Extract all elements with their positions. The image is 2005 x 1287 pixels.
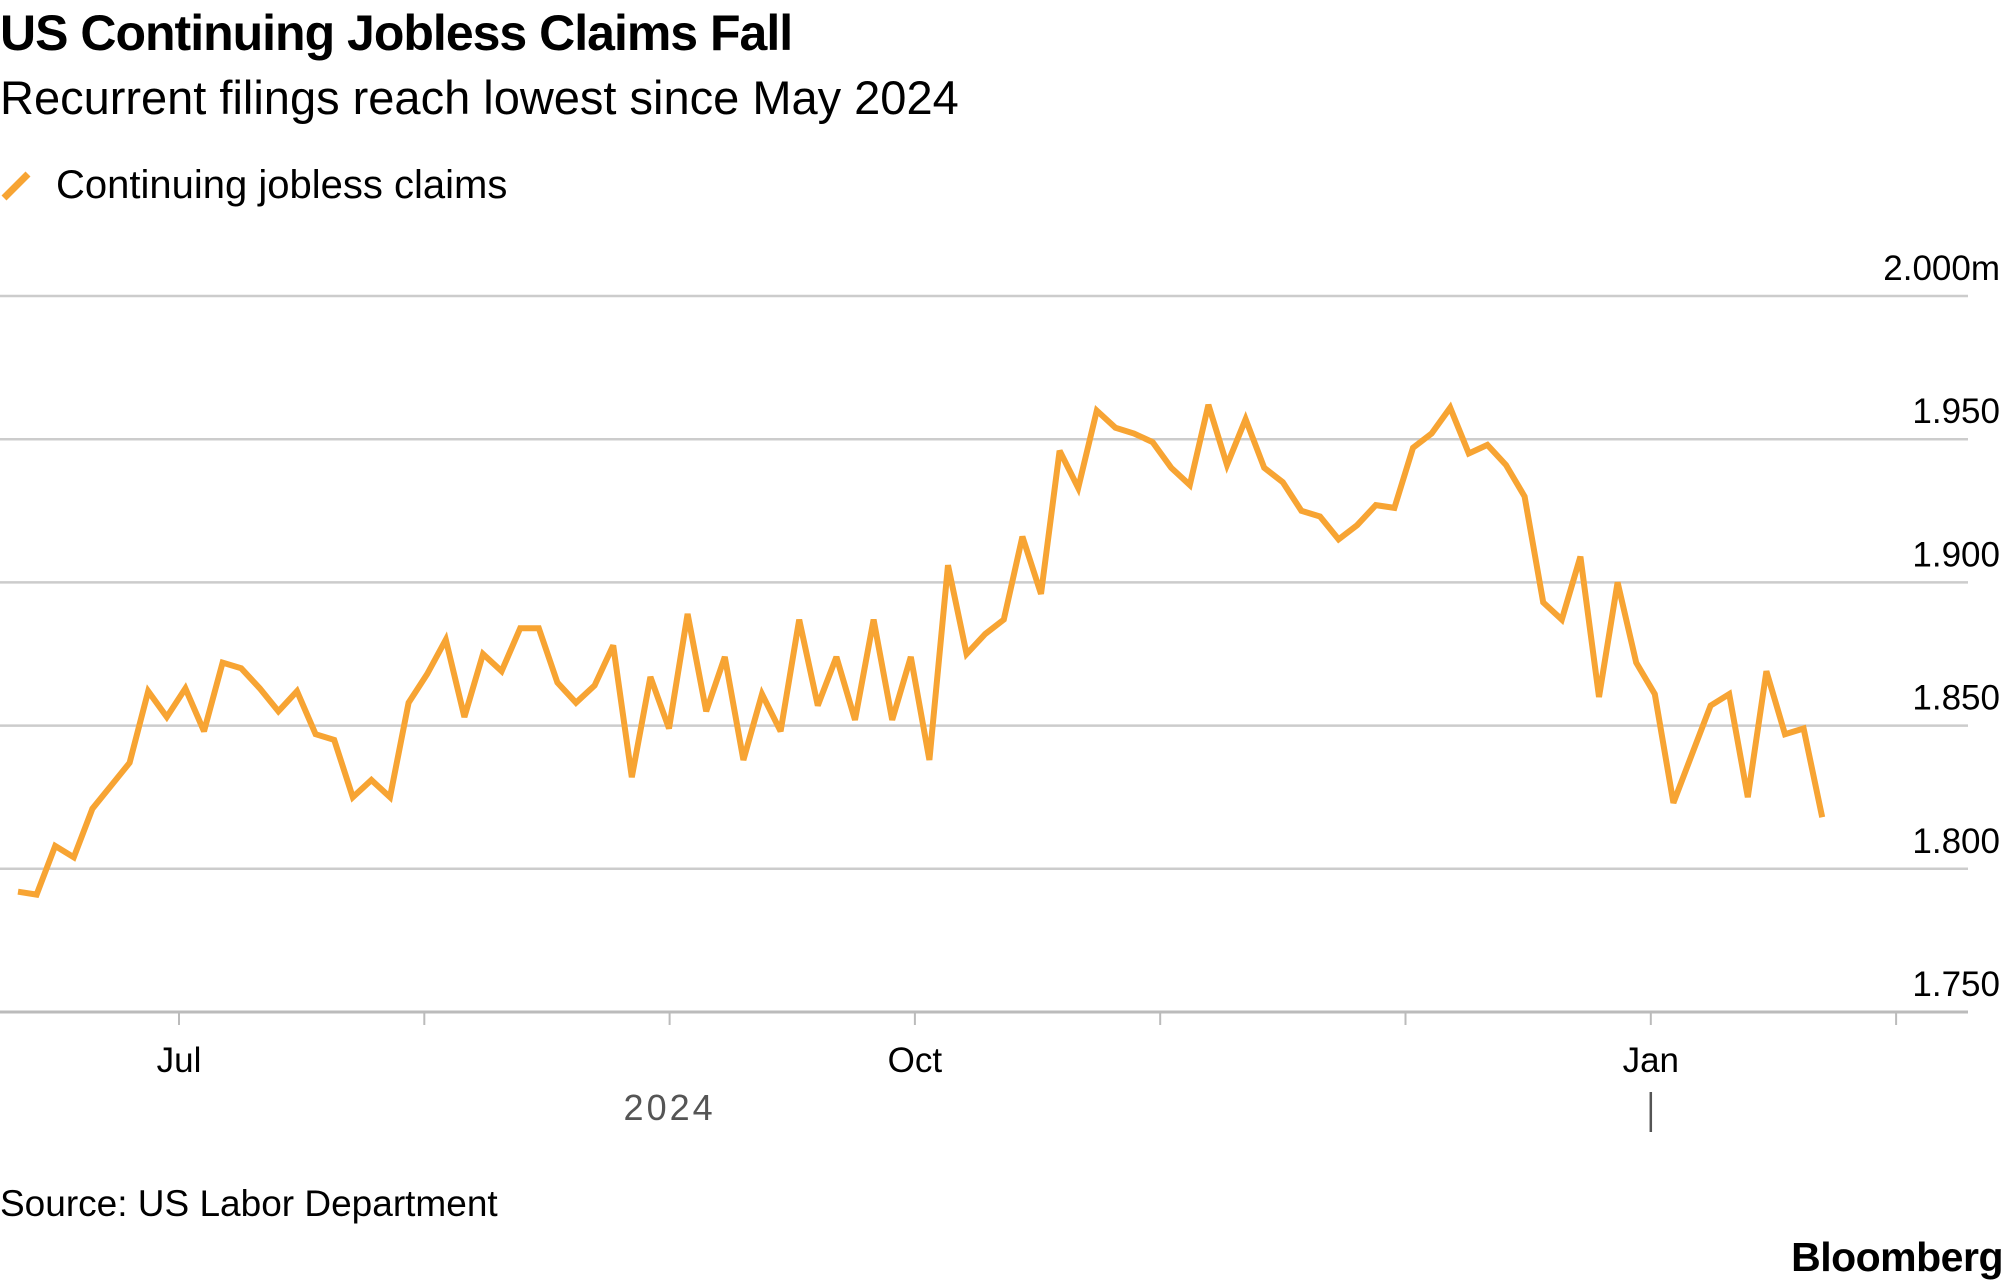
x-axis: JulOctJanAprJulOctJan202420252026	[157, 1013, 1898, 1132]
chart-subtitle: Recurrent filings reach lowest since May…	[0, 71, 959, 124]
y-tick-label: 1.850	[1912, 679, 2000, 718]
source-note: Source: US Labor Department	[0, 1183, 498, 1224]
legend-line-icon	[1, 171, 31, 201]
x-tick-label: Jul	[157, 1041, 202, 1080]
x-tick-label: Jan	[1623, 1041, 1679, 1080]
y-tick-label: 1.800	[1912, 822, 2000, 861]
y-tick-label: 1.750	[1912, 965, 2000, 1004]
series-line	[17, 401, 1826, 898]
bloomberg-logo: Bloomberg	[1791, 1234, 2003, 1280]
x-tick-label: Oct	[888, 1041, 943, 1080]
gridlines	[0, 294, 1968, 1014]
legend-line-swatch	[1, 171, 31, 201]
chart-title: US Continuing Jobless Claims Fall	[0, 5, 793, 61]
legend-label: Continuing jobless claims	[56, 162, 508, 207]
legend: Continuing jobless claims	[0, 160, 507, 210]
y-axis-labels: 2.000m 1.950 1.900 1.850 1.800 1.750	[1883, 249, 2000, 1004]
y-tick-label: 2.000m	[1883, 249, 2000, 288]
series	[17, 401, 1826, 898]
x-year-label: 2024	[624, 1087, 716, 1128]
y-tick-label: 1.900	[1912, 535, 2000, 574]
y-tick-label: 1.950	[1912, 392, 2000, 431]
